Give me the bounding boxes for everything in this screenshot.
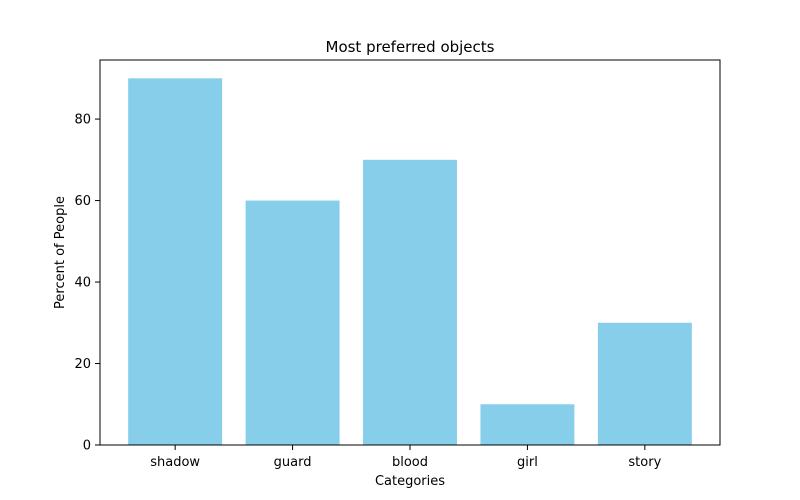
plot-frame xyxy=(99,59,721,446)
x-tick-label: blood xyxy=(392,455,428,470)
bar-girl xyxy=(480,404,575,445)
x-tick-label: guard xyxy=(274,455,312,470)
bar-story xyxy=(597,322,692,445)
x-axis-ticks: shadow guard blood girl story xyxy=(150,445,662,470)
y-tick-label: 20 xyxy=(74,357,91,372)
y-tick-label: 60 xyxy=(74,194,91,209)
bars-group xyxy=(128,78,692,445)
bar-blood xyxy=(363,159,457,445)
y-tick-label: 80 xyxy=(74,113,91,128)
x-tick-label: story xyxy=(628,455,661,470)
chart-title: Most preferred objects xyxy=(326,38,495,56)
y-tick-label: 0 xyxy=(83,439,91,454)
y-axis-ticks: 0 20 40 60 80 xyxy=(74,113,100,454)
bar-shadow xyxy=(128,78,223,445)
x-axis-label: Categories xyxy=(375,474,445,489)
y-axis-label: Percent of People xyxy=(53,196,68,309)
bar-guard xyxy=(245,200,340,445)
y-tick-label: 40 xyxy=(74,276,91,291)
x-tick-label: girl xyxy=(517,455,538,470)
x-tick-label: shadow xyxy=(150,455,200,470)
